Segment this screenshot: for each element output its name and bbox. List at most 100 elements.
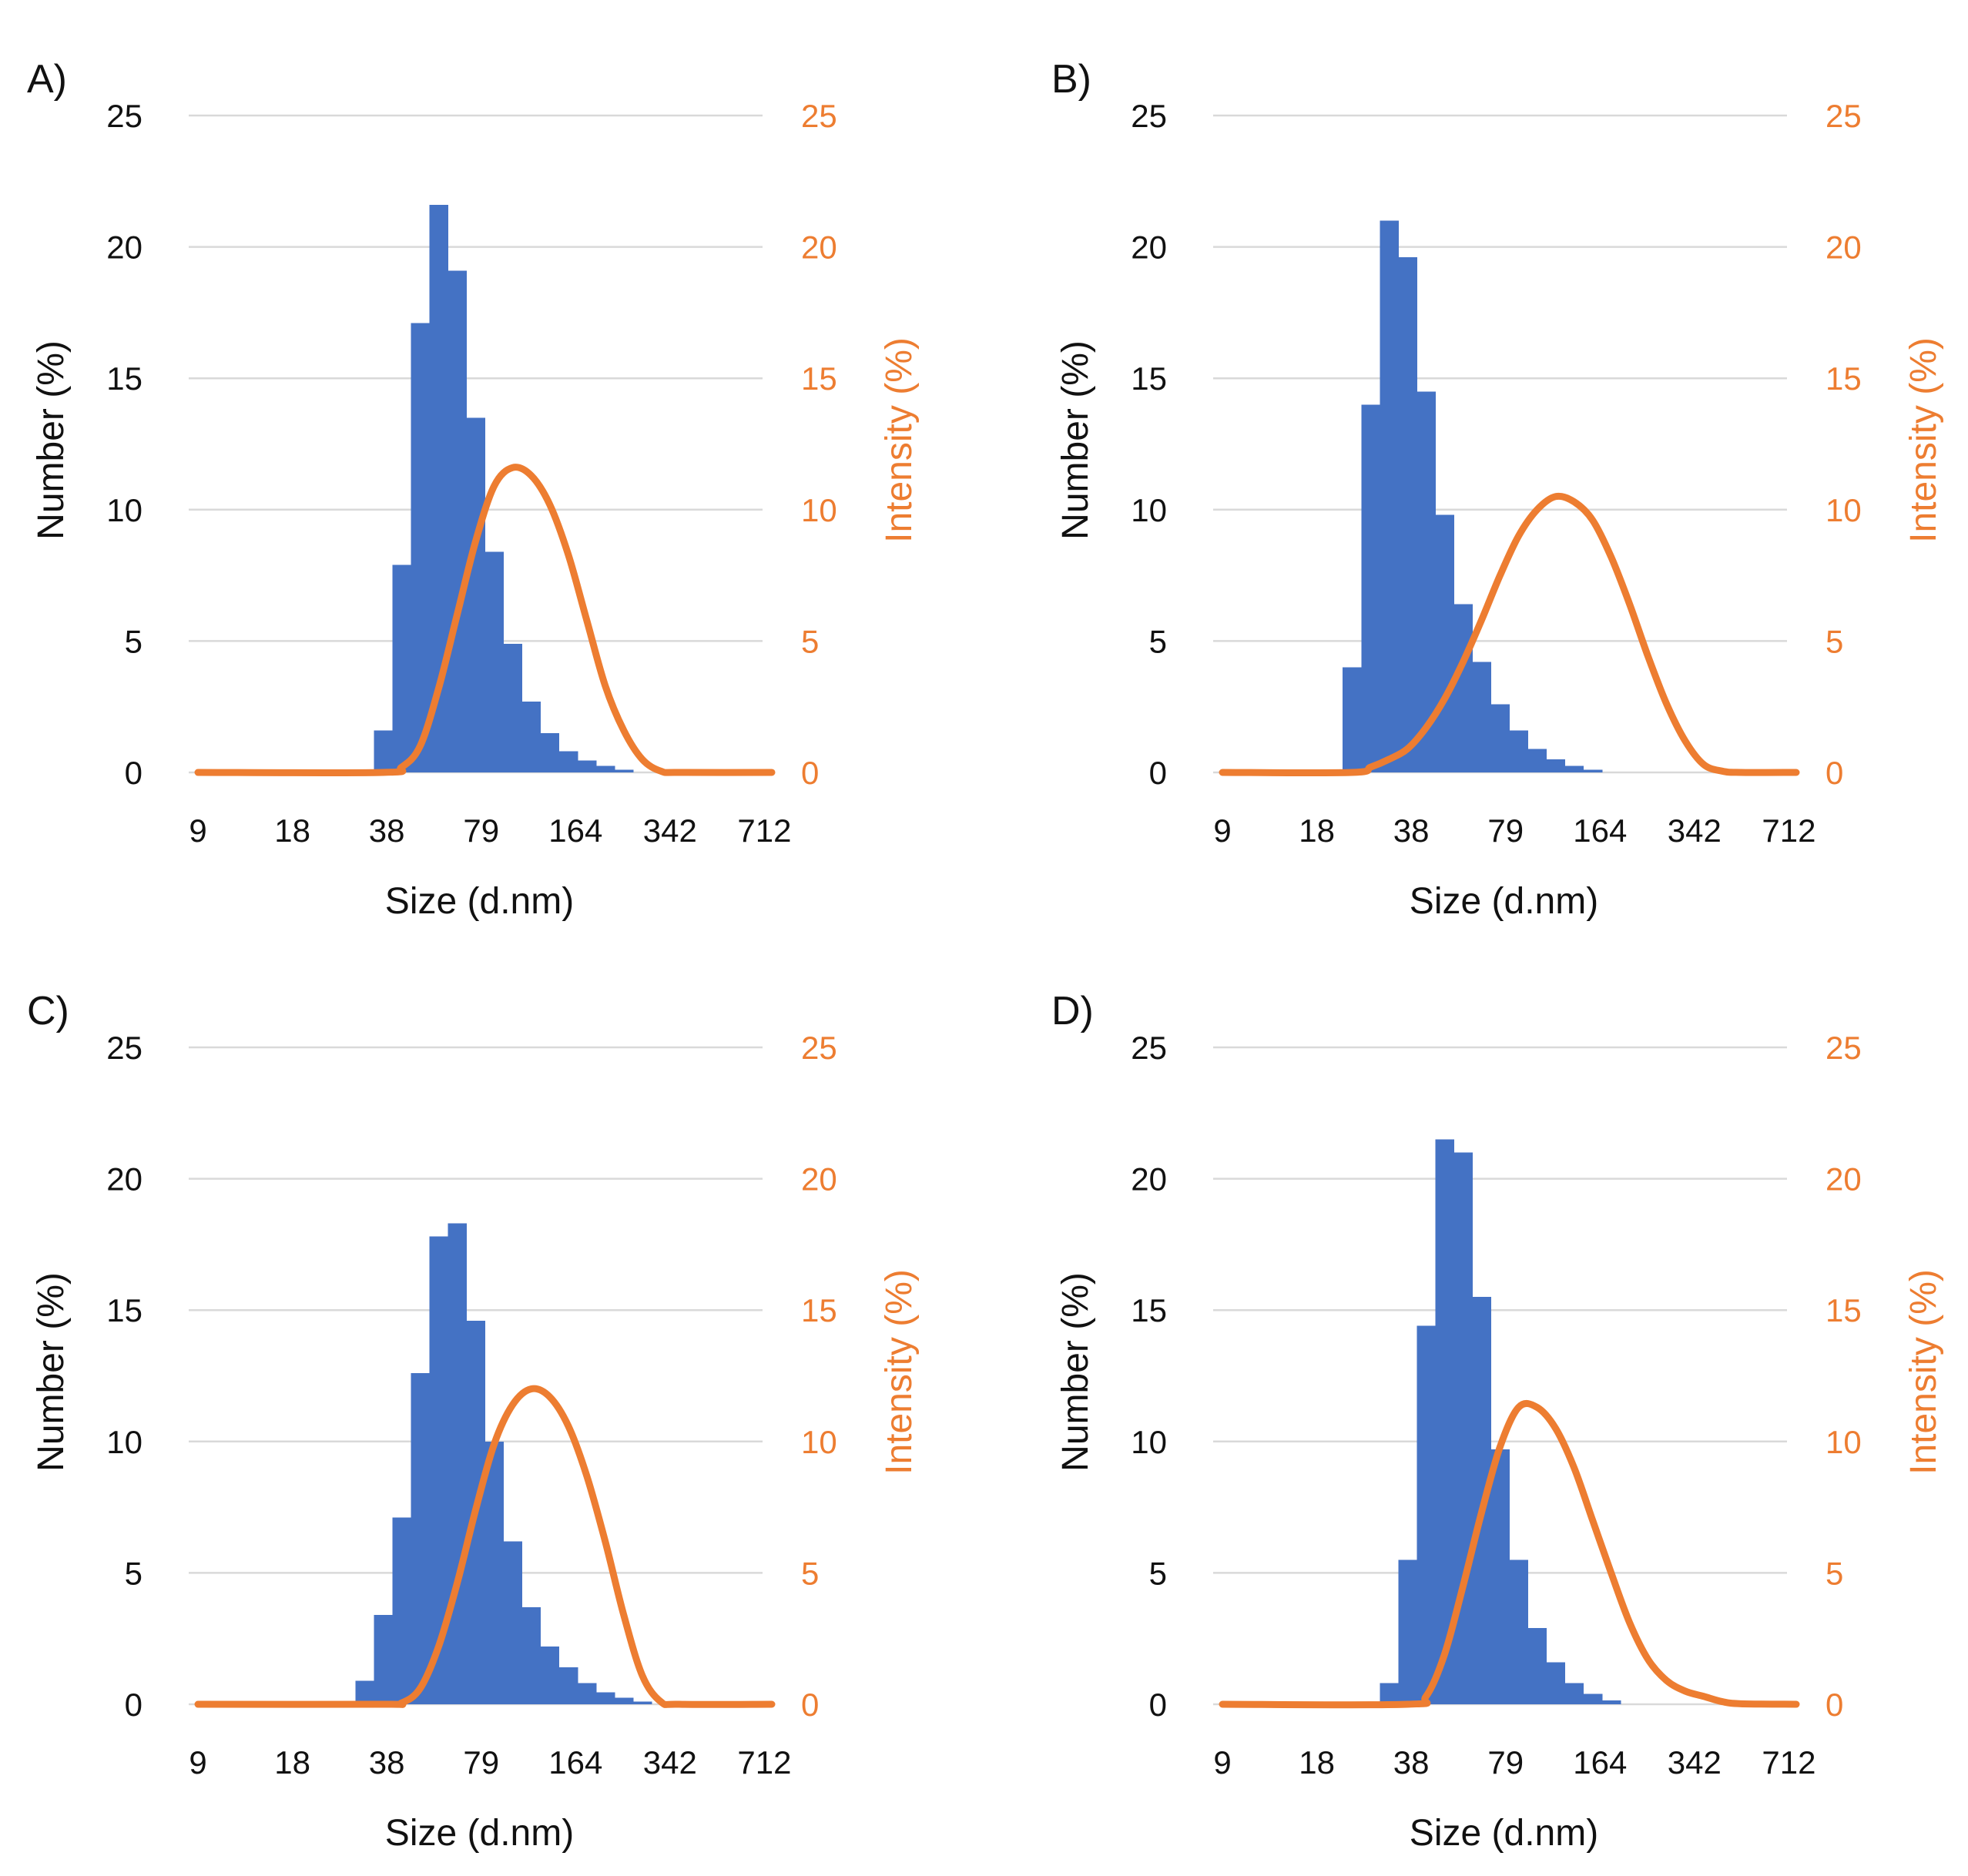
y-tick-label: 0 xyxy=(1149,755,1167,791)
number-bar xyxy=(466,417,486,772)
number-bar xyxy=(503,1541,523,1704)
y2-tick-label: 5 xyxy=(801,623,819,659)
y-axis-title: Number (%) xyxy=(31,1272,72,1472)
y2-tick-label: 5 xyxy=(1826,1555,1843,1591)
x-tick-label: 164 xyxy=(1573,1744,1627,1781)
x-tick-label: 38 xyxy=(369,812,405,849)
y-tick-label: 0 xyxy=(1149,1687,1167,1723)
y-tick-label: 15 xyxy=(1131,360,1167,397)
number-bar xyxy=(1509,730,1529,772)
number-bar xyxy=(355,1680,374,1704)
number-bar xyxy=(558,1667,578,1704)
y-tick-label: 25 xyxy=(106,1030,142,1066)
y-tick-label: 5 xyxy=(1149,1555,1167,1591)
number-bar xyxy=(1435,514,1455,772)
y-tick-label: 0 xyxy=(125,1687,142,1723)
number-bar xyxy=(374,1614,393,1704)
x-tick-label: 38 xyxy=(369,1744,405,1781)
y2-tick-label: 5 xyxy=(801,1555,819,1591)
x-tick-label: 18 xyxy=(274,1744,310,1781)
y2-axis-title: Intensity (%) xyxy=(1903,337,1944,543)
x-tick-label: 38 xyxy=(1393,812,1430,849)
y-axis-title: Number (%) xyxy=(31,340,72,540)
number-bar xyxy=(1398,257,1417,772)
y2-tick-label: 15 xyxy=(801,360,837,397)
y2-tick-label: 15 xyxy=(801,1292,837,1328)
number-bar xyxy=(1361,404,1380,772)
y2-tick-label: 20 xyxy=(801,1161,837,1198)
x-tick-label: 712 xyxy=(737,1744,791,1781)
intensity-line xyxy=(1219,492,1800,777)
panel-label: B) xyxy=(1051,57,1091,102)
x-tick-label: 9 xyxy=(189,812,206,849)
x-tick-label: 164 xyxy=(548,812,602,849)
number-bar xyxy=(1546,1662,1566,1704)
y-tick-label: 25 xyxy=(1131,98,1167,134)
y2-axis-title: Intensity (%) xyxy=(1903,1269,1944,1475)
y2-tick-label: 0 xyxy=(1826,1687,1843,1723)
number-bar xyxy=(448,270,468,773)
number-bar xyxy=(374,730,393,772)
y-tick-label: 10 xyxy=(1131,1424,1167,1460)
number-bar xyxy=(1583,1693,1603,1704)
x-tick-label: 164 xyxy=(548,1744,602,1781)
y-tick-label: 5 xyxy=(1149,623,1167,659)
x-tick-label: 18 xyxy=(1299,1744,1335,1781)
y2-tick-label: 10 xyxy=(801,492,837,528)
number-bar xyxy=(392,564,411,772)
number-bar xyxy=(484,551,505,772)
y-tick-label: 10 xyxy=(106,492,142,528)
panel-label: D) xyxy=(1051,989,1094,1033)
y2-tick-label: 25 xyxy=(1826,1030,1862,1066)
number-bar xyxy=(540,732,560,772)
x-tick-label: 18 xyxy=(274,812,310,849)
y2-tick-label: 25 xyxy=(801,98,837,134)
y-tick-label: 20 xyxy=(1131,229,1167,266)
x-tick-label: 712 xyxy=(1762,812,1815,849)
number-bar xyxy=(577,760,597,772)
intensity-line xyxy=(194,464,776,777)
x-axis-title: Size (d.nm) xyxy=(1410,1813,1598,1854)
number-bar xyxy=(614,769,634,772)
x-axis-title: Size (d.nm) xyxy=(1410,881,1598,922)
number-bar xyxy=(595,765,615,772)
number-bar xyxy=(577,1683,597,1704)
number-bar xyxy=(448,1223,468,1704)
y2-tick-label: 15 xyxy=(1826,360,1862,397)
number-bar xyxy=(1564,1683,1584,1704)
number-bar xyxy=(411,323,431,773)
y2-tick-label: 5 xyxy=(1826,623,1843,659)
x-tick-label: 164 xyxy=(1573,812,1627,849)
y-tick-label: 15 xyxy=(106,1292,142,1328)
intensity-line xyxy=(194,1385,776,1708)
number-bar xyxy=(1453,604,1473,772)
number-bar xyxy=(1380,1683,1399,1704)
y2-tick-label: 10 xyxy=(1826,1424,1862,1460)
number-bar xyxy=(1343,667,1362,772)
number-bar xyxy=(1435,1139,1455,1704)
y-axis-title: Number (%) xyxy=(1055,340,1096,540)
number-bar xyxy=(1416,391,1436,772)
number-bar xyxy=(632,1701,652,1704)
number-bar xyxy=(1490,704,1510,772)
x-axis-title: Size (d.nm) xyxy=(385,1813,574,1854)
y2-tick-label: 25 xyxy=(1826,98,1862,134)
y-tick-label: 25 xyxy=(1131,1030,1167,1066)
y-tick-label: 5 xyxy=(125,623,142,659)
x-tick-label: 38 xyxy=(1393,1744,1430,1781)
y-tick-label: 5 xyxy=(125,1555,142,1591)
number-bar xyxy=(595,1692,615,1704)
chart-panel-a: A) 0 5 10 15 20 25 0 5 10 15 20 25 9 18 38 79 164 342 712 Si… xyxy=(27,57,920,922)
y2-tick-label: 10 xyxy=(801,1424,837,1460)
number-bar xyxy=(1416,1325,1436,1704)
number-bar xyxy=(1583,769,1603,772)
number-bar xyxy=(521,701,541,772)
y2-tick-label: 10 xyxy=(1826,492,1862,528)
x-tick-label: 79 xyxy=(1487,1744,1524,1781)
chart-panel-b: B) 0 5 10 15 20 25 0 5 10 15 20 25 9 18 38 79 164 342 712 Si… xyxy=(1051,57,1944,922)
number-bar xyxy=(1601,1700,1621,1704)
number-bar xyxy=(1398,1559,1417,1704)
y2-axis-title: Intensity (%) xyxy=(879,1269,920,1475)
y-tick-label: 0 xyxy=(125,755,142,791)
